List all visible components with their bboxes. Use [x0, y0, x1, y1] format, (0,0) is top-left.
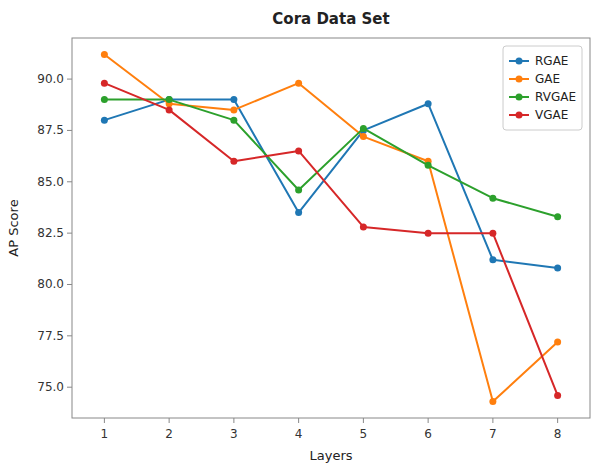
y-tick: [67, 130, 72, 131]
point: [295, 187, 302, 194]
legend: RGAE GAE RVGAE VGAE: [503, 46, 582, 130]
y-tick-label: 80.0: [37, 277, 64, 291]
x-tick: [298, 418, 299, 423]
x-tick: [492, 418, 493, 423]
legend-marker: [516, 112, 523, 119]
y-tick-label: 87.5: [37, 123, 64, 137]
legend-label: VGAE: [535, 108, 568, 122]
x-tick-label: 6: [424, 427, 432, 441]
y-tick: [67, 79, 72, 80]
x-tick: [233, 418, 234, 423]
point: [425, 162, 432, 169]
x-tick-label: 5: [360, 427, 368, 441]
point: [554, 392, 561, 399]
legend-marker: [516, 94, 523, 101]
point: [230, 96, 237, 103]
x-tick-label: 7: [489, 427, 497, 441]
point: [425, 100, 432, 107]
legend-label: RGAE: [535, 54, 568, 68]
x-tick: [104, 418, 105, 423]
x-tick-label: 2: [165, 427, 173, 441]
y-tick: [67, 233, 72, 234]
point: [489, 256, 496, 263]
x-tick-label: 8: [554, 427, 562, 441]
y-tick-label: 90.0: [37, 72, 64, 86]
y-tick: [67, 181, 72, 182]
legend-label: RVGAE: [535, 90, 576, 104]
legend-label: GAE: [535, 72, 560, 86]
point: [489, 230, 496, 237]
y-axis-label: AP Score: [6, 199, 21, 256]
plot-area: [101, 51, 561, 405]
point: [295, 209, 302, 216]
point: [360, 125, 367, 132]
series-line: [104, 100, 557, 217]
point: [554, 213, 561, 220]
point: [166, 106, 173, 113]
x-tick-label: 4: [295, 427, 303, 441]
point: [554, 339, 561, 346]
point: [166, 96, 173, 103]
point: [101, 51, 108, 58]
point: [166, 96, 173, 103]
chart: 1 2 3 4 5 6 7 8 75.0 77.5 80.0 82.5 85.0 87.5 90.0 Cora…: [0, 0, 608, 472]
point: [101, 80, 108, 87]
point: [489, 398, 496, 405]
y-tick-label: 77.5: [37, 329, 64, 343]
legend-marker: [516, 58, 523, 65]
x-tick: [557, 418, 558, 423]
x-tick-label: 1: [101, 427, 109, 441]
legend-marker: [516, 76, 523, 83]
point: [230, 106, 237, 113]
point: [360, 133, 367, 140]
y-tick: [67, 284, 72, 285]
legend-box: [503, 46, 582, 130]
series-line: [104, 83, 557, 395]
x-axis-label: Layers: [309, 448, 352, 463]
series-line: [104, 100, 557, 268]
title: Cora Data Set: [272, 10, 389, 28]
x-tick-label: 3: [230, 427, 238, 441]
plot-frame: [72, 38, 590, 418]
point: [101, 96, 108, 103]
y-tick-label: 85.0: [37, 175, 64, 189]
point: [554, 265, 561, 272]
y-tick: [67, 387, 72, 388]
y-tick: [67, 335, 72, 336]
x-tick: [428, 418, 429, 423]
point: [489, 195, 496, 202]
point: [360, 223, 367, 230]
series-line: [104, 54, 557, 401]
point: [425, 230, 432, 237]
y-tick-label: 75.0: [37, 380, 64, 394]
point: [230, 117, 237, 124]
x-tick: [363, 418, 364, 423]
point: [295, 147, 302, 154]
x-tick: [169, 418, 170, 423]
point: [101, 117, 108, 124]
point: [230, 158, 237, 165]
point: [295, 80, 302, 87]
y-tick-label: 82.5: [37, 226, 64, 240]
